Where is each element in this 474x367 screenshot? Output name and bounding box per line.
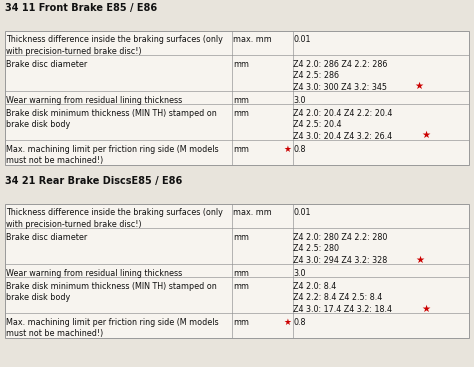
Text: Thickness difference inside the braking surfaces (only
with precision-turned bra: Thickness difference inside the braking … [6, 35, 222, 56]
Text: Wear warning from residual lining thickness: Wear warning from residual lining thickn… [6, 96, 182, 105]
Text: mm: mm [233, 318, 249, 327]
Text: 34 21 Rear Brake DiscsE85 / E86: 34 21 Rear Brake DiscsE85 / E86 [5, 176, 182, 186]
Text: 0.8: 0.8 [293, 145, 306, 154]
Text: Brake disk minimum thickness (MIN TH) stamped on
brake disk body: Brake disk minimum thickness (MIN TH) st… [6, 109, 216, 129]
Text: mm: mm [233, 145, 249, 154]
Text: mm: mm [233, 60, 249, 69]
Text: 0.01: 0.01 [293, 35, 311, 44]
Text: mm: mm [233, 109, 249, 118]
Text: Z4 3.0: 17.4 Z4 3.2: 18.4: Z4 3.0: 17.4 Z4 3.2: 18.4 [293, 304, 392, 313]
Text: 0.01: 0.01 [293, 208, 311, 218]
Text: mm: mm [233, 233, 249, 242]
Text: Thickness difference inside the braking surfaces (only
with precision-turned bra: Thickness difference inside the braking … [6, 208, 222, 229]
Text: Wear warning from residual lining thickness: Wear warning from residual lining thickn… [6, 269, 182, 278]
Text: 3.0: 3.0 [293, 96, 306, 105]
Text: Max. machining limit per friction ring side (M models: Max. machining limit per friction ring s… [6, 145, 221, 154]
Text: ★: ★ [415, 255, 424, 265]
Text: Z4 2.0: 280 Z4 2.2: 280
Z4 2.5: 280
Z4 3.0: 294 Z4 3.2: 328: Z4 2.0: 280 Z4 2.2: 280 Z4 2.5: 280 Z4 3… [293, 233, 390, 265]
Text: ★: ★ [283, 318, 291, 327]
Text: Brake disc diameter: Brake disc diameter [6, 60, 87, 69]
Text: Z4 3.0: 300 Z4 3.2: 345: Z4 3.0: 300 Z4 3.2: 345 [293, 81, 387, 90]
Text: Max. machining limit per friction ring side (M models 
must not be machined!): Max. machining limit per friction ring s… [6, 318, 221, 338]
Text: Max. machining limit per friction ring side (M models 
must not be machined!): Max. machining limit per friction ring s… [6, 145, 221, 165]
Text: mm: mm [233, 96, 249, 105]
Text: Max. machining limit per friction ring side (M models: Max. machining limit per friction ring s… [6, 318, 221, 327]
Text: Z4 2.0: 286 Z4 2.2: 286
Z4 2.5: 286
Z4 3.0: 300 Z4 3.2: 345: Z4 2.0: 286 Z4 2.2: 286 Z4 2.5: 286 Z4 3… [293, 60, 390, 92]
Text: max. mm: max. mm [233, 35, 272, 44]
Text: Z4 3.0: 294 Z4 3.2: 328: Z4 3.0: 294 Z4 3.2: 328 [293, 255, 388, 264]
Text: ★: ★ [283, 145, 291, 154]
Text: Brake disc diameter: Brake disc diameter [6, 233, 87, 242]
Text: mm: mm [233, 282, 249, 291]
Bar [5, 204, 469, 338]
Text: Z4 2.0: 8.4
Z4 2.2: 8.4 Z4 2.5: 8.4
Z4 3.0: 17.4 Z4 3.2: 18.4: Z4 2.0: 8.4 Z4 2.2: 8.4 Z4 2.5: 8.4 Z4 3… [293, 282, 395, 314]
Bar [5, 31, 469, 165]
Text: mm: mm [233, 269, 249, 278]
Text: 3.0: 3.0 [293, 269, 306, 278]
Text: max. mm: max. mm [233, 208, 272, 218]
Text: Brake disk minimum thickness (MIN TH) stamped on
brake disk body: Brake disk minimum thickness (MIN TH) st… [6, 282, 216, 302]
Text: 0.8: 0.8 [293, 318, 306, 327]
Text: ★: ★ [421, 304, 430, 313]
Text: ★: ★ [421, 130, 430, 140]
Text: Z4 3.0: 20.4 Z4 3.2: 26.4: Z4 3.0: 20.4 Z4 3.2: 26.4 [293, 130, 392, 139]
Text: Z4 2.0: 20.4 Z4 2.2: 20.4
Z4 2.5: 20.4
Z4 3.0: 20.4 Z4 3.2: 26.4: Z4 2.0: 20.4 Z4 2.2: 20.4 Z4 2.5: 20.4 Z… [293, 109, 395, 141]
Text: ★: ★ [415, 81, 424, 91]
Text: 34 11 Front Brake E85 / E86: 34 11 Front Brake E85 / E86 [5, 3, 157, 12]
